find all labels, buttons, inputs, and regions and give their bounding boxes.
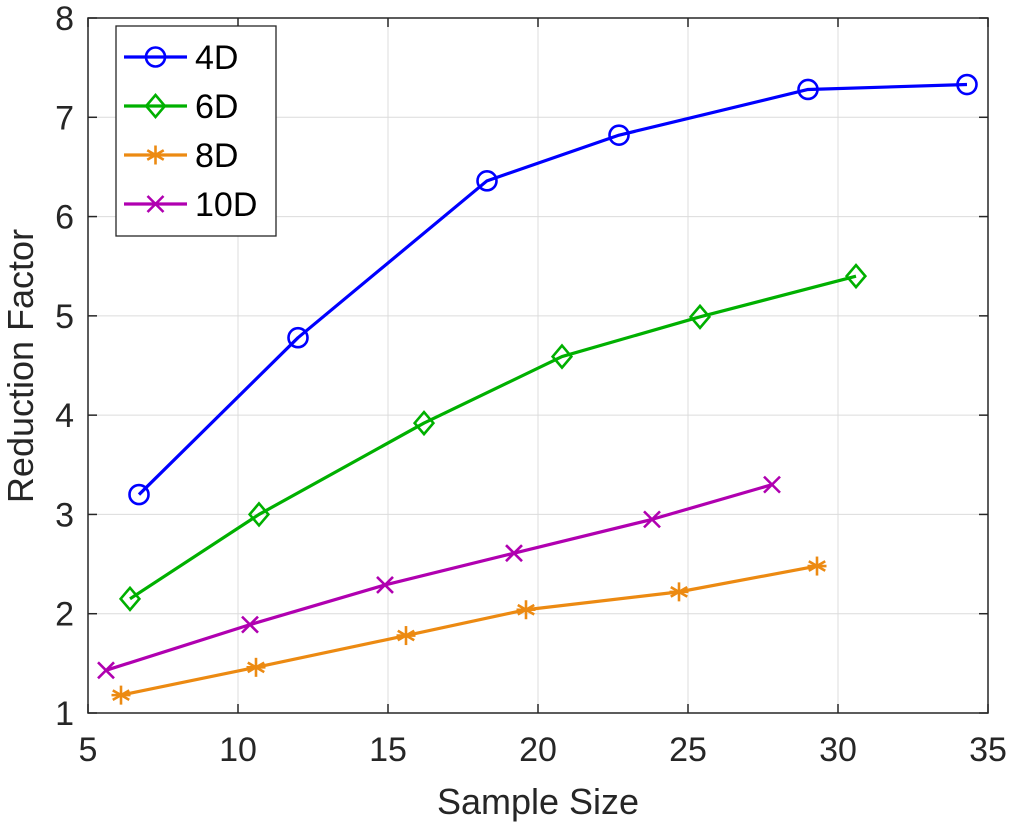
y-axis-title: Reduction Factor	[0, 229, 41, 503]
data-point-6d	[688, 303, 712, 330]
data-point-6d	[550, 343, 574, 370]
y-tick-label: 4	[55, 397, 74, 435]
data-point-10d	[97, 661, 115, 680]
data-point-4d	[476, 170, 498, 192]
series-line-10d	[105, 483, 773, 672]
series-6d	[118, 263, 868, 612]
y-tick-label: 2	[55, 596, 74, 634]
series-line-4d	[137, 82, 968, 496]
data-point-10d-stroke	[241, 615, 259, 634]
series-8d	[111, 556, 827, 705]
data-point-6d	[247, 501, 271, 528]
data-point-10d	[241, 615, 259, 634]
legend-label-8d: 8D	[195, 137, 238, 175]
data-point-8d	[516, 600, 536, 620]
data-point-8d	[669, 582, 689, 602]
data-point-10d-stroke	[97, 661, 115, 680]
series-4d	[128, 73, 978, 506]
series-line-6d	[129, 274, 857, 601]
x-tick-label: 20	[519, 731, 557, 769]
data-point-4d	[128, 483, 150, 506]
data-point-10d	[643, 510, 661, 529]
legend-item-4d: 4D	[124, 39, 238, 77]
series-group	[97, 73, 978, 705]
data-point-4d	[287, 326, 309, 349]
x-tick-label: 15	[369, 731, 407, 769]
legend-label-6d: 6D	[195, 88, 238, 126]
x-tick-label: 5	[79, 731, 98, 769]
legend-marker-8d	[146, 145, 165, 165]
data-point-10d-stroke	[376, 576, 394, 594]
legend-box	[115, 25, 277, 237]
data-point-10d	[376, 576, 394, 594]
series-line-8d	[120, 564, 818, 697]
x-tick-label: 30	[819, 731, 857, 769]
legend-item-6d: 6D	[124, 88, 238, 126]
data-point-4d	[797, 78, 819, 101]
legend-marker-6d	[144, 92, 167, 120]
legend-item-10d: 10D	[124, 186, 257, 224]
data-point-4d	[956, 73, 978, 96]
legend-label-4d: 4D	[195, 39, 238, 77]
x-tick-label: 10	[219, 731, 257, 769]
data-point-6d	[844, 263, 868, 290]
y-tick-label: 8	[55, 0, 74, 38]
legend-marker-4d	[144, 46, 167, 68]
data-point-8d	[807, 556, 827, 576]
y-tick-label: 3	[55, 496, 74, 534]
data-point-4d	[608, 124, 630, 146]
y-tick-label: 1	[55, 695, 74, 733]
series-10d	[97, 475, 781, 680]
x-tick-label: 25	[669, 731, 707, 769]
data-point-10d-stroke	[643, 510, 661, 529]
legend-item-8d: 8D	[124, 137, 238, 175]
y-tick-label: 5	[55, 298, 74, 336]
data-point-10d-stroke	[505, 544, 523, 563]
legend-label-10d: 10D	[195, 186, 257, 224]
data-point-8d	[246, 657, 266, 677]
legend-marker-10d-stroke	[146, 195, 165, 213]
data-point-10d	[763, 475, 781, 494]
data-point-8d	[396, 626, 416, 646]
y-tick-label: 7	[55, 99, 74, 137]
data-point-10d-stroke	[763, 475, 781, 494]
x-tick-label: 35	[969, 731, 1007, 769]
data-point-6d	[412, 410, 436, 437]
legend-marker-10d	[146, 195, 165, 213]
legend: 4D 6D 8D 10D	[115, 25, 277, 237]
y-tick-label: 6	[55, 199, 74, 237]
axis-ticks: 5 10 15 20 25 30 35 1 2 3 4 5 6 7 8	[55, 0, 1007, 769]
data-point-8d	[111, 685, 131, 705]
x-axis-title: Sample Size	[437, 781, 639, 822]
data-point-10d	[505, 544, 523, 563]
data-point-6d	[118, 585, 142, 612]
